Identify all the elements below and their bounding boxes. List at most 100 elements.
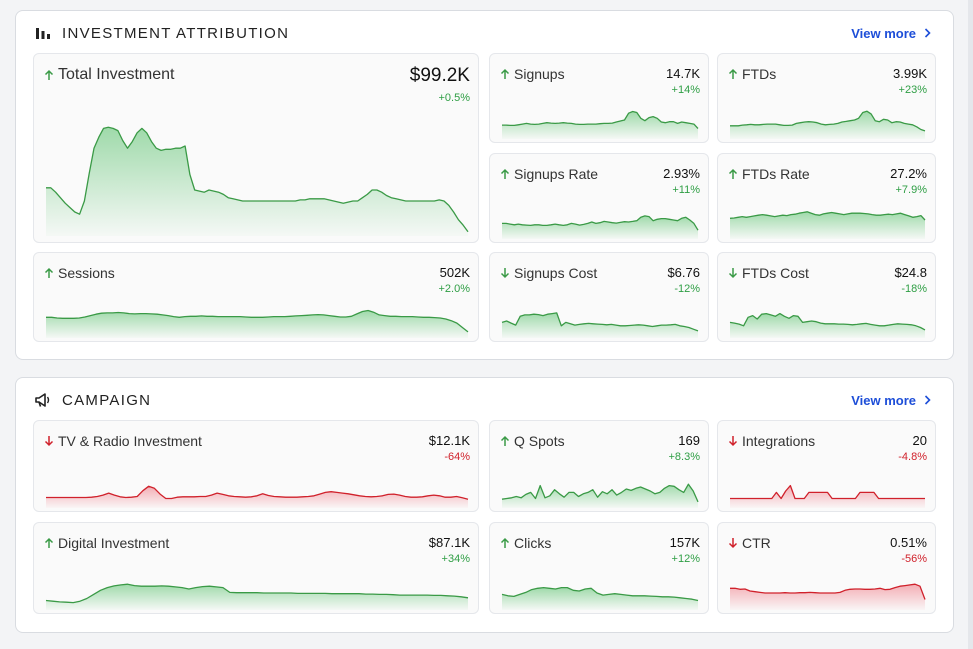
card-change: -18% xyxy=(901,283,927,295)
kpi-card-tv-radio-investment[interactable]: TV & Radio Investment $12.1K -64% xyxy=(33,420,479,512)
card-label: FTDs xyxy=(728,66,776,82)
view-more-link[interactable]: View more xyxy=(851,26,931,41)
arrow-up-icon xyxy=(500,435,510,447)
sparkline-area xyxy=(46,127,468,236)
sparkline-area xyxy=(46,584,468,610)
card-change: +34% xyxy=(441,553,470,565)
kpi-card-clicks[interactable]: Clicks 157K +12% xyxy=(489,522,709,614)
sparkline-line xyxy=(502,110,699,129)
sparkline-area xyxy=(502,111,698,139)
card-change: +12% xyxy=(671,553,700,565)
panel-header: INVESTMENT ATTRIBUTION View more xyxy=(34,23,935,43)
card-label: Clicks xyxy=(500,535,551,551)
kpi-card-ctr[interactable]: CTR 0.51% -56% xyxy=(717,522,936,614)
sparkline-line xyxy=(730,583,926,600)
sparkline-line xyxy=(46,126,469,233)
card-label-text: TV & Radio Investment xyxy=(58,433,202,449)
card-change: -4.8% xyxy=(898,451,927,463)
sparkline-area xyxy=(730,313,925,338)
card-value: 502K xyxy=(439,265,470,280)
card-label-text: FTDs xyxy=(742,66,777,82)
kpi-card-digital-investment[interactable]: Digital Investment $87.1K +34% xyxy=(33,522,479,614)
sparkline-area xyxy=(502,312,698,338)
page-scrollbar[interactable] xyxy=(968,0,973,649)
card-label: TV & Radio Investment xyxy=(44,433,202,449)
sparkline-line xyxy=(502,215,699,231)
arrow-up-icon xyxy=(44,69,54,81)
card-label-text: Sessions xyxy=(58,265,115,281)
view-more-link[interactable]: View more xyxy=(851,393,931,408)
sparkline-line xyxy=(46,485,469,500)
sparkline-chart xyxy=(46,485,469,508)
view-more-label: View more xyxy=(851,25,916,41)
arrow-down-icon xyxy=(728,267,738,279)
card-label: Signups xyxy=(500,66,565,82)
kpi-card-signups[interactable]: Signups 14.7K +14% xyxy=(489,53,709,143)
card-change: -64% xyxy=(444,451,470,463)
sparkline-line xyxy=(730,484,925,500)
card-change: +14% xyxy=(671,84,700,96)
card-label: FTDs Cost xyxy=(728,265,809,281)
sparkline-area xyxy=(730,211,925,239)
card-label-text: Digital Investment xyxy=(58,535,170,551)
kpi-card-ftds[interactable]: FTDs 3.99K +23% xyxy=(717,53,936,143)
panel-title: INVESTMENT ATTRIBUTION xyxy=(62,24,290,42)
sparkline-line xyxy=(729,211,926,221)
sparkline-chart xyxy=(46,126,469,236)
card-value: 0.51% xyxy=(890,535,927,550)
kpi-card-signups-cost[interactable]: Signups Cost $6.76 -12% xyxy=(489,252,709,342)
card-label: Digital Investment xyxy=(44,535,169,551)
card-change: +0.5% xyxy=(438,92,471,104)
card-change: +11% xyxy=(672,184,700,196)
card-label: Total Investment xyxy=(44,66,175,84)
kpi-card-total-investment[interactable]: Total Investment $99.2K +0.5% xyxy=(33,53,479,243)
sparkline-chart xyxy=(46,309,469,338)
arrow-up-icon xyxy=(44,267,54,279)
chevron-right-icon xyxy=(924,26,931,41)
card-value: $99.2K xyxy=(409,65,470,86)
sparkline-chart xyxy=(730,583,926,610)
investment-attribution-panel: INVESTMENT ATTRIBUTION View more Total I… xyxy=(15,10,954,360)
sparkline-chart xyxy=(501,312,699,338)
sparkline-line xyxy=(729,312,926,331)
chevron-right-icon xyxy=(924,393,931,408)
card-label-text: CTR xyxy=(742,535,771,551)
card-value: $12.1K xyxy=(428,433,470,448)
kpi-card-ftds-cost[interactable]: FTDs Cost $24.8 -18% xyxy=(717,252,936,342)
sparkline-area xyxy=(502,484,698,508)
sparkline-chart xyxy=(730,484,925,508)
sparkline-chart xyxy=(502,215,699,239)
panel-header: CAMPAIGN View more xyxy=(34,390,935,410)
arrow-down-icon xyxy=(500,267,510,279)
card-label: Signups Rate xyxy=(500,166,598,182)
arrow-up-icon xyxy=(500,168,510,180)
sparkline-chart xyxy=(501,483,699,508)
card-label: Sessions xyxy=(44,265,115,281)
card-label-text: Signups xyxy=(514,66,565,82)
card-label: Q Spots xyxy=(500,433,565,449)
sparkline-area xyxy=(730,584,925,610)
card-label: FTDs Rate xyxy=(728,166,810,182)
card-change: +23% xyxy=(898,84,927,96)
arrow-up-icon xyxy=(728,68,738,80)
card-value: $87.1K xyxy=(428,535,470,550)
card-label-text: Total Investment xyxy=(58,66,175,83)
card-label-text: FTDs Cost xyxy=(742,265,809,281)
card-change: +7.9% xyxy=(895,184,928,196)
arrow-down-icon xyxy=(44,435,54,447)
card-change: -56% xyxy=(901,553,927,565)
card-label-text: Q Spots xyxy=(514,433,565,449)
sparkline-chart xyxy=(730,110,926,139)
kpi-card-signups-rate[interactable]: Signups Rate 2.93% +11% xyxy=(489,153,709,243)
kpi-card-sessions[interactable]: Sessions 502K +2.0% xyxy=(33,252,479,342)
view-more-label: View more xyxy=(851,392,916,408)
arrow-up-icon xyxy=(44,537,54,549)
kpi-card-ftds-rate[interactable]: FTDs Rate 27.2% +7.9% xyxy=(717,153,936,243)
sparkline-area xyxy=(46,310,468,338)
kpi-card-q-spots[interactable]: Q Spots 169 +8.3% xyxy=(489,420,709,512)
sparkline-area xyxy=(46,486,468,508)
kpi-card-integrations[interactable]: Integrations 20 -4.8% xyxy=(717,420,936,512)
card-label-text: Clicks xyxy=(514,535,552,551)
card-label: Signups Cost xyxy=(500,265,597,281)
panel-title: CAMPAIGN xyxy=(62,391,152,409)
